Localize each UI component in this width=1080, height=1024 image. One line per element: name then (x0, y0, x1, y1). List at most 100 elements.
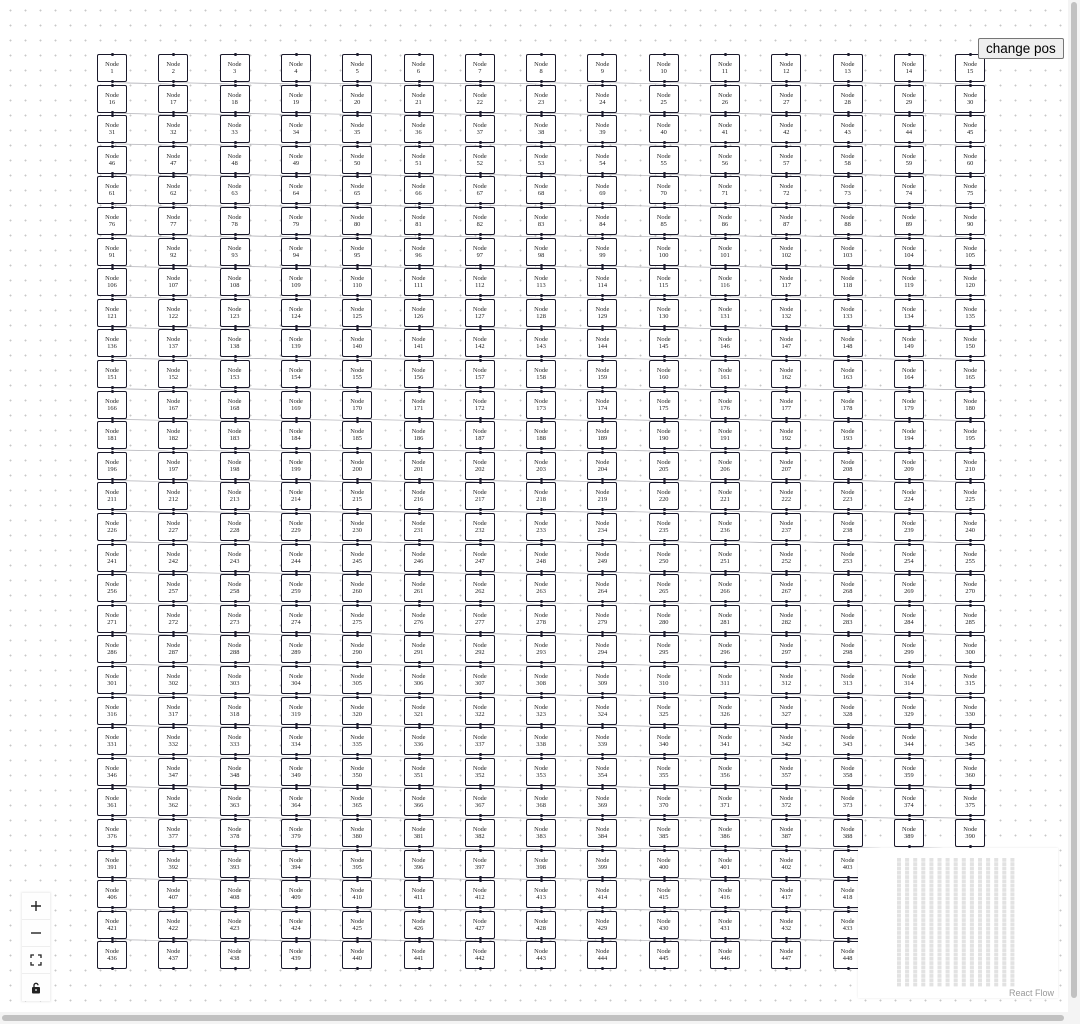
edge[interactable] (602, 877, 665, 881)
flow-node[interactable]: Node 127 (464, 297, 495, 328)
target-handle[interactable] (846, 512, 850, 515)
source-handle[interactable] (417, 539, 421, 542)
flow-node[interactable]: Node 382 (464, 818, 495, 848)
target-handle[interactable] (601, 450, 605, 454)
flow-node[interactable]: Node 74 (893, 175, 924, 206)
target-handle[interactable] (662, 481, 666, 485)
flow-node[interactable]: Node 1 (97, 53, 127, 83)
edge[interactable] (724, 754, 787, 759)
edge[interactable] (356, 540, 419, 544)
source-handle[interactable] (601, 936, 605, 940)
source-handle[interactable] (601, 569, 605, 573)
flow-node[interactable]: Node 31 (97, 114, 127, 145)
source-handle[interactable] (233, 294, 237, 298)
source-handle[interactable] (907, 569, 911, 573)
source-handle[interactable] (111, 447, 114, 451)
flow-node[interactable]: Node 364 (280, 787, 311, 818)
flow-node[interactable]: Node 317 (158, 695, 189, 726)
source-handle[interactable] (233, 753, 237, 757)
flow-node[interactable]: Node 10 (648, 53, 679, 83)
edge[interactable] (479, 663, 542, 667)
flow-node[interactable]: Node 269 (893, 573, 924, 604)
source-handle[interactable] (662, 600, 666, 604)
flow-node[interactable]: Node 202 (464, 450, 495, 481)
source-handle[interactable] (785, 202, 789, 206)
flow-node[interactable]: Node 26 (710, 83, 740, 114)
target-handle[interactable] (724, 512, 727, 515)
flow-node[interactable]: Node 142 (464, 328, 495, 359)
target-handle[interactable] (111, 542, 114, 546)
source-handle[interactable] (540, 875, 544, 879)
flow-node[interactable]: Node 442 (464, 940, 495, 971)
flow-node[interactable]: Node 209 (893, 450, 924, 481)
flow-node[interactable]: Node 83 (526, 206, 557, 236)
target-handle[interactable] (785, 726, 789, 730)
flow-node[interactable]: Node 40 (648, 114, 679, 145)
source-handle[interactable] (907, 233, 911, 236)
flow-node[interactable]: Node 59 (893, 144, 924, 175)
flow-node[interactable]: Node 145 (648, 328, 679, 359)
flow-node[interactable]: Node 402 (771, 848, 802, 879)
target-handle[interactable] (111, 512, 114, 515)
flow-node[interactable]: Node 308 (526, 665, 557, 695)
flow-node[interactable]: Node 110 (342, 267, 373, 298)
source-handle[interactable] (540, 508, 544, 512)
source-handle[interactable] (540, 477, 544, 481)
source-handle[interactable] (111, 783, 114, 787)
flow-node[interactable]: Node 211 (97, 481, 127, 512)
flow-node[interactable]: Node 372 (771, 787, 802, 818)
target-handle[interactable] (233, 542, 237, 546)
flow-node[interactable]: Node 176 (710, 389, 740, 420)
edge[interactable] (356, 112, 419, 116)
target-handle[interactable] (233, 114, 237, 118)
source-handle[interactable] (785, 692, 789, 695)
source-handle[interactable] (969, 324, 973, 328)
target-handle[interactable] (969, 787, 973, 791)
flow-node[interactable]: Node 201 (403, 450, 434, 481)
flow-node[interactable]: Node 77 (158, 206, 189, 236)
flow-node[interactable]: Node 309 (587, 665, 618, 695)
source-handle[interactable] (907, 80, 911, 83)
flow-node[interactable]: Node 101 (710, 236, 740, 267)
source-handle[interactable] (111, 171, 114, 175)
source-handle[interactable] (294, 202, 298, 206)
edge[interactable] (724, 601, 787, 606)
target-handle[interactable] (601, 787, 605, 791)
source-handle[interactable] (233, 324, 237, 328)
source-handle[interactable] (662, 692, 666, 695)
target-handle[interactable] (111, 389, 114, 393)
source-handle[interactable] (478, 692, 482, 695)
flow-node[interactable]: Node 335 (342, 726, 373, 757)
target-handle[interactable] (356, 53, 360, 56)
target-handle[interactable] (846, 634, 850, 638)
edge[interactable] (356, 846, 419, 850)
target-handle[interactable] (724, 848, 727, 852)
source-handle[interactable] (111, 294, 114, 298)
flow-node[interactable]: Node 64 (280, 175, 311, 206)
source-handle[interactable] (785, 263, 789, 267)
source-handle[interactable] (785, 600, 789, 604)
source-handle[interactable] (724, 906, 727, 910)
source-handle[interactable] (233, 661, 237, 665)
source-handle[interactable] (356, 936, 360, 940)
source-handle[interactable] (662, 906, 666, 910)
edge[interactable] (295, 448, 358, 453)
flow-node[interactable]: Node 438 (219, 940, 250, 971)
flow-node[interactable]: Node 82 (464, 206, 495, 236)
edge[interactable] (785, 754, 848, 759)
target-handle[interactable] (969, 481, 973, 485)
flow-node[interactable]: Node 239 (893, 512, 924, 542)
edge[interactable] (785, 907, 848, 912)
source-handle[interactable] (294, 477, 298, 481)
flow-node[interactable]: Node 310 (648, 665, 679, 695)
target-handle[interactable] (724, 695, 727, 699)
target-handle[interactable] (478, 175, 482, 179)
target-handle[interactable] (172, 909, 176, 913)
target-handle[interactable] (969, 695, 973, 699)
edge[interactable] (540, 387, 603, 391)
source-handle[interactable] (846, 324, 850, 328)
flow-node[interactable]: Node 272 (158, 603, 189, 634)
target-handle[interactable] (417, 450, 421, 454)
target-handle[interactable] (172, 818, 176, 821)
target-handle[interactable] (969, 359, 973, 362)
